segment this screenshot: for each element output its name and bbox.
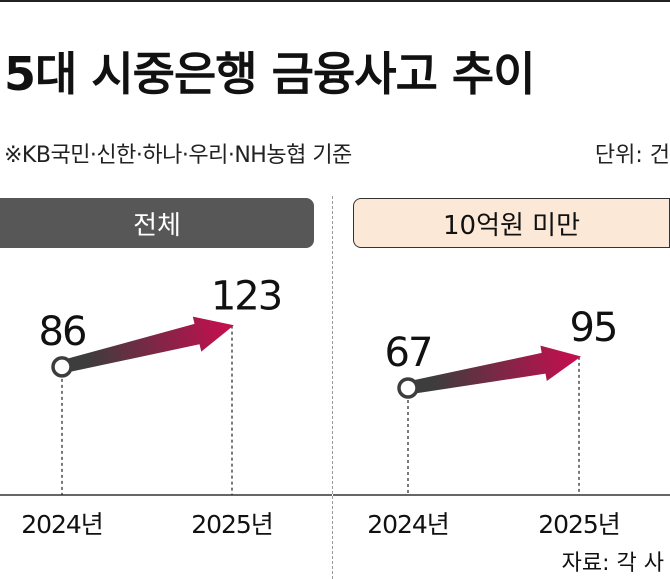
panel-header-under-1b: 10억원 미만 [353, 198, 670, 248]
top-rule [0, 0, 670, 2]
under-1b-trend-arrow [406, 345, 581, 395]
panel-header-total-label: 전체 [133, 210, 181, 241]
total-xlabel-2025: 2025년 [191, 510, 273, 539]
source-label: 자료: 각 사 [561, 551, 664, 576]
under-1b-value-2025: 95 [570, 305, 617, 351]
total-value-2025: 123 [211, 274, 281, 320]
panel-divider [332, 196, 333, 579]
under-1b-point-2024 [397, 377, 419, 399]
total-xlabel-2024: 2024년 [21, 510, 103, 539]
total-value-2024: 86 [39, 309, 86, 355]
page-title: 5대 시중은행 금융사고 추이 [4, 47, 536, 101]
criteria-note: ※KB국민·신한·하나·우리·NH농협 기준 [4, 143, 352, 168]
unit-label: 단위: 건 [594, 143, 670, 168]
chart-total: 86 123 2024년 2025년 [0, 274, 332, 539]
total-point-2024 [51, 356, 73, 378]
under-1b-value-2024: 67 [385, 330, 432, 376]
under-1b-xlabel-2025: 2025년 [538, 510, 620, 539]
panel-header-under-1b-label: 10억원 미만 [442, 210, 581, 241]
under-1b-xlabel-2024: 2024년 [367, 510, 449, 539]
panel-header-total: 전체 [0, 198, 314, 248]
chart-under-1b: 67 95 2024년 2025년 [333, 305, 670, 539]
total-trend-arrow [60, 316, 234, 374]
